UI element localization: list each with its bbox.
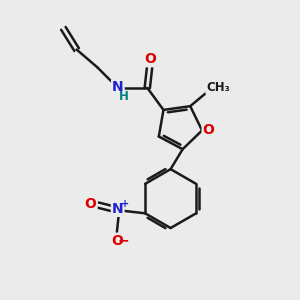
Text: O: O <box>85 196 97 211</box>
Text: +: + <box>121 199 129 209</box>
Text: CH₃: CH₃ <box>206 80 230 94</box>
Text: O: O <box>144 52 156 66</box>
Text: O: O <box>111 234 123 248</box>
Text: H: H <box>119 90 129 103</box>
Text: N: N <box>112 80 124 94</box>
Text: O: O <box>202 123 214 137</box>
Text: N: N <box>112 202 124 216</box>
Text: −: − <box>118 234 129 248</box>
